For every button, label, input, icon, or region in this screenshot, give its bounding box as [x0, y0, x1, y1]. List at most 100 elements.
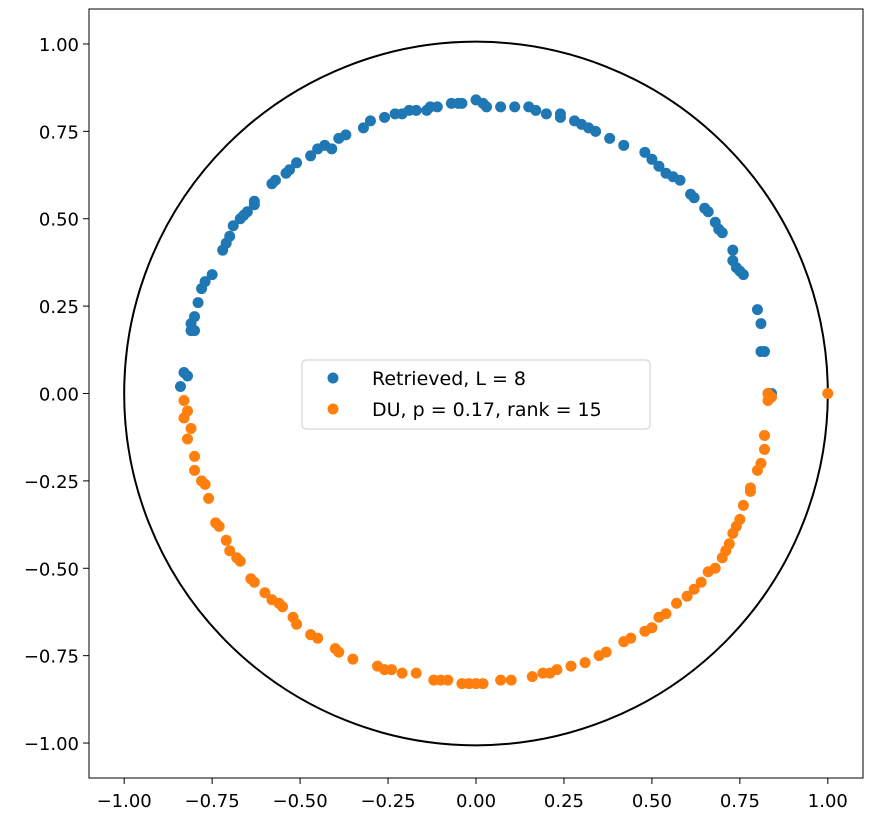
data-point [688, 583, 700, 595]
data-point [509, 101, 521, 113]
data-point [618, 139, 630, 151]
data-point [333, 646, 345, 658]
data-point [751, 304, 763, 316]
data-point [178, 412, 190, 424]
y-tick-label: −0.50 [24, 559, 79, 580]
data-point [182, 370, 194, 382]
x-tick-label: 0.50 [632, 791, 672, 812]
data-point [174, 381, 186, 393]
data-point [639, 146, 651, 158]
data-point [604, 132, 616, 144]
data-point [291, 618, 303, 630]
x-tick-label: −0.75 [185, 791, 240, 812]
data-point [526, 671, 538, 683]
data-point [674, 174, 686, 186]
data-point [762, 388, 774, 399]
data-point [199, 478, 211, 490]
data-point [410, 667, 422, 679]
data-point [723, 538, 735, 550]
data-point [396, 667, 408, 679]
data-point [340, 129, 352, 141]
series-1 [178, 388, 834, 690]
data-point [189, 464, 201, 476]
data-point [199, 276, 211, 288]
data-point [284, 164, 296, 176]
data-point [737, 269, 749, 281]
data-point [600, 646, 612, 658]
y-tick-label: 0.50 [39, 210, 79, 231]
data-point [291, 157, 303, 169]
data-point [312, 632, 324, 644]
data-point [269, 174, 281, 186]
legend-label-du: DU, p = 0.17, rank = 15 [372, 399, 602, 421]
data-point [716, 227, 728, 239]
data-point [189, 311, 201, 323]
data-point [755, 318, 767, 330]
data-point [744, 482, 756, 494]
x-tick-label: −0.50 [273, 791, 328, 812]
y-tick-label: 0.25 [39, 297, 79, 318]
x-tick-label: 0.00 [456, 791, 496, 812]
data-point [259, 587, 271, 599]
data-point [347, 653, 359, 665]
data-point [671, 597, 683, 609]
data-point [653, 160, 665, 172]
data-point [709, 562, 721, 574]
data-point [688, 192, 700, 204]
data-point [758, 443, 770, 455]
data-point [646, 153, 658, 165]
legend: Retrieved, L = 8 DU, p = 0.17, rank = 15 [301, 359, 651, 430]
data-point [213, 520, 225, 532]
data-point [551, 664, 563, 676]
data-point [481, 101, 493, 113]
legend-marker-du [327, 403, 339, 415]
data-point [758, 429, 770, 441]
data-point [234, 555, 246, 567]
y-tick-label: 1.00 [39, 35, 79, 56]
y-tick-label: −0.25 [24, 472, 79, 493]
data-point [248, 195, 260, 207]
data-point [755, 346, 767, 358]
data-point [530, 104, 542, 116]
y-tick-label: 0.00 [39, 385, 79, 406]
data-point [227, 220, 239, 232]
data-point [734, 513, 746, 525]
data-point [822, 388, 834, 399]
x-tick-label: 1.00 [808, 791, 848, 812]
legend-box [301, 359, 651, 430]
x-tick-label: −1.00 [97, 791, 152, 812]
data-point [625, 632, 637, 644]
y-tick-label: −0.75 [24, 647, 79, 668]
data-point [590, 125, 602, 137]
y-tick-label: 0.75 [39, 122, 79, 143]
data-point [189, 450, 201, 462]
data-point [477, 678, 489, 690]
data-point [248, 576, 260, 588]
data-point [241, 206, 253, 218]
data-point [646, 622, 658, 634]
data-point [379, 111, 391, 123]
x-axis: −1.00 −0.75 −0.50 −0.25 0.00 0.25 0.50 0.75 1.00 [97, 778, 848, 812]
data-point [495, 674, 507, 686]
x-tick-label: 0.25 [544, 791, 584, 812]
data-point [456, 97, 468, 109]
data-point [554, 111, 566, 123]
x-tick-label: −0.25 [360, 791, 415, 812]
y-tick-label: −1.00 [24, 734, 79, 755]
data-point [182, 433, 194, 445]
y-axis: 1.00 0.75 0.50 0.25 0.00 −0.25 −0.50 −0.75 −1.00 [24, 35, 89, 755]
data-point [410, 104, 422, 116]
data-point [189, 325, 201, 337]
series-0 [174, 94, 778, 399]
legend-label-retrieved: Retrieved, L = 8 [372, 368, 526, 390]
data-point [185, 422, 197, 434]
data-point [206, 269, 218, 281]
data-point [495, 101, 507, 113]
data-point [357, 122, 369, 134]
data-point [579, 657, 591, 669]
data-point [364, 115, 376, 127]
legend-marker-retrieved [327, 372, 339, 384]
data-point [681, 590, 693, 602]
data-point [755, 457, 767, 469]
